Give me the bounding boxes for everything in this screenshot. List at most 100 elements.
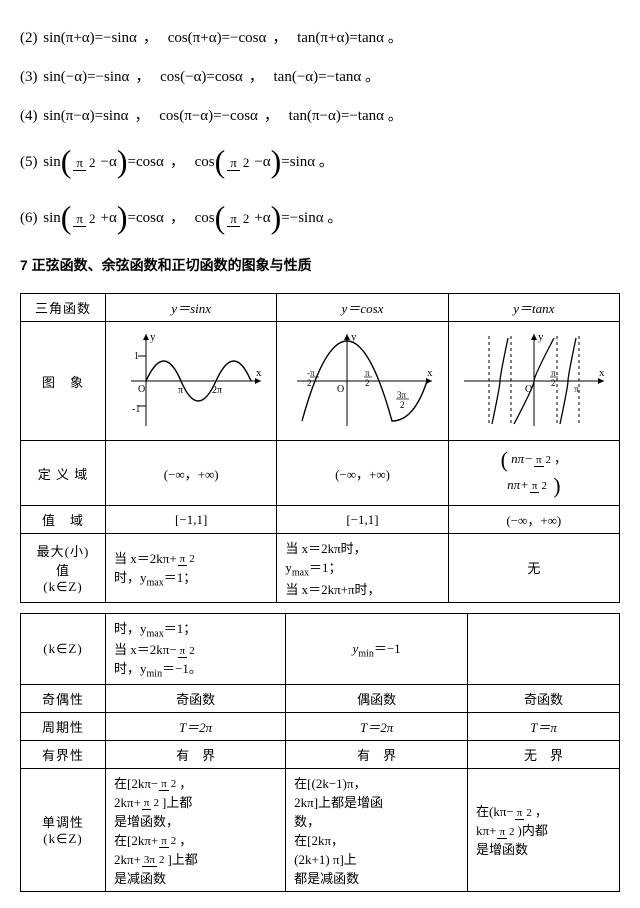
formula-3-part2: cos(−α)=cosα: [160, 69, 243, 85]
formula-4-part1: sin(π−α)=sinα: [43, 108, 128, 124]
range-sin: [−1,1]: [106, 506, 277, 534]
period-cos: T＝2π: [286, 712, 468, 740]
svg-text:x: x: [256, 367, 262, 379]
tan-graph-svg: y x O π 2 π: [459, 326, 609, 436]
maxmin1-sin: 当 x＝2kπ+π2 时，ymax＝1；: [106, 534, 277, 603]
row-domain: 定 义 域 (−∞，+∞) (−∞，+∞) ( nπ−π2， nπ+π2 ): [21, 441, 620, 506]
formula-5: (5) sin(π2−α)=cosα， cos(π2−α)=sinα 。: [20, 143, 620, 181]
formula-5-left-fn: sin: [43, 154, 61, 170]
table-header-row: 三角函数 y＝sinx y＝cosx y＝tanx: [21, 294, 620, 322]
formula-2: (2) sin(π+α)=−sinα， cos(π+α)=−cosα， tan(…: [20, 26, 620, 47]
formula-2-part3: tan(π+α)=tanα 。: [297, 30, 403, 46]
mono-tan: 在(kπ−π2， kπ+π2)内都 是增函数: [468, 768, 620, 891]
graph-cos: y x O -π 2 π 2 3π 2: [277, 322, 448, 441]
svg-text:π: π: [551, 368, 556, 378]
parity-tan: 奇函数: [468, 684, 620, 712]
row-maxmin2: (k∈Z) 时，ymax＝1； 当 x＝2kπ−π2 时，ymin＝−1。 ym…: [21, 613, 620, 684]
svg-text:y: y: [538, 331, 544, 343]
row-parity: 奇偶性 奇函数 偶函数 奇函数: [21, 684, 620, 712]
svg-text:3π: 3π: [397, 390, 407, 400]
svg-text:2: 2: [400, 400, 405, 410]
svg-text:1: 1: [134, 351, 139, 362]
row-maxmin2-label: (k∈Z): [21, 613, 106, 684]
formula-2-part2: cos(π+α)=−cosα: [168, 30, 267, 46]
mono-cos: 在[(2k−1)π， 2kπ]上都是增函 数， 在[2kπ， (2k+1) π]…: [286, 768, 468, 891]
svg-text:y: y: [150, 331, 156, 343]
period-tan: T＝π: [468, 712, 620, 740]
row-graph-label: 图 象: [21, 322, 106, 441]
row-range-label: 值 域: [21, 506, 106, 534]
maxmin2-sin: 时，ymax＝1； 当 x＝2kπ−π2 时，ymin＝−1。: [106, 613, 286, 684]
domain-tan: ( nπ−π2， nπ+π2 ): [448, 441, 619, 506]
svg-text:x: x: [427, 367, 433, 379]
row-maxmin1-label: 最大(小) 值 (k∈Z): [21, 534, 106, 603]
formula-6-prefix: (6): [20, 210, 38, 226]
row-mono: 单调性 (k∈Z) 在[2kπ−π2， 2kπ+π2]上都 是增函数， 在[2k…: [21, 768, 620, 891]
formula-6-right-fn: cos: [195, 210, 215, 226]
graph-sin: 1 -1 y x O π 2π: [106, 322, 277, 441]
hdr-c1: y＝sinx: [106, 294, 277, 322]
hdr-c2: y＝cosx: [277, 294, 448, 322]
row-domain-label: 定 义 域: [21, 441, 106, 506]
row-range: 值 域 [−1,1] [−1,1] (−∞，+∞): [21, 506, 620, 534]
formula-4-prefix: (4): [20, 108, 38, 124]
range-tan: (−∞，+∞): [448, 506, 619, 534]
formula-4-part2: cos(π−α)=−cosα: [159, 108, 258, 124]
formula-3-part3: tan(−α)=−tanα 。: [274, 69, 381, 85]
svg-text:2: 2: [365, 378, 370, 388]
svg-text:O: O: [138, 384, 145, 395]
domain-cos: (−∞，+∞): [277, 441, 448, 506]
svg-text:π: π: [178, 385, 183, 396]
period-sin: T＝2π: [106, 712, 286, 740]
svg-text:y: y: [351, 331, 357, 343]
formula-5-right-fn: cos: [195, 154, 215, 170]
maxmin1-tan: 无: [448, 534, 619, 603]
row-bounded: 有界性 有 界 有 界 无 界: [21, 740, 620, 768]
mono-sin: 在[2kπ−π2， 2kπ+π2]上都 是增函数， 在[2kπ+π2， 2kπ+…: [106, 768, 286, 891]
maxmin2-tan: [468, 613, 620, 684]
cos-graph-svg: y x O -π 2 π 2 3π 2: [287, 326, 437, 436]
trig-table-2: (k∈Z) 时，ymax＝1； 当 x＝2kπ−π2 时，ymin＝−1。 ym…: [20, 613, 620, 892]
row-mono-label: 单调性 (k∈Z): [21, 768, 106, 891]
formula-6: (6) sin(π2+α)=cosα， cos(π2+α)=−sinα 。: [20, 199, 620, 237]
parity-sin: 奇函数: [106, 684, 286, 712]
domain-sin: (−∞，+∞): [106, 441, 277, 506]
formula-2-part1: sin(π+α)=−sinα: [43, 30, 137, 46]
row-bounded-label: 有界性: [21, 740, 106, 768]
maxmin1-cos: 当 x＝2kπ时， ymax＝1； 当 x＝2kπ+π时，: [277, 534, 448, 603]
svg-text:2π: 2π: [212, 385, 222, 396]
formula-4: (4) sin(π−α)=sinα， cos(π−α)=−cosα， tan(π…: [20, 104, 620, 125]
formula-6-left-fn: sin: [43, 210, 61, 226]
svg-text:x: x: [599, 367, 605, 379]
svg-text:π: π: [365, 368, 370, 378]
trig-table: 三角函数 y＝sinx y＝cosx y＝tanx 图 象 1 -1 y: [20, 293, 620, 603]
formula-3: (3) sin(−α)=−sinα， cos(−α)=cosα， tan(−α)…: [20, 65, 620, 86]
formula-2-prefix: (2): [20, 30, 38, 46]
svg-text:O: O: [525, 384, 532, 395]
bounded-tan: 无 界: [468, 740, 620, 768]
svg-text:O: O: [337, 384, 344, 395]
row-parity-label: 奇偶性: [21, 684, 106, 712]
svg-text:-π: -π: [307, 368, 315, 378]
range-cos: [−1,1]: [277, 506, 448, 534]
svg-text:π: π: [574, 384, 579, 394]
bounded-cos: 有 界: [286, 740, 468, 768]
bounded-sin: 有 界: [106, 740, 286, 768]
graph-tan: y x O π 2 π: [448, 322, 619, 441]
row-maxmin1: 最大(小) 值 (k∈Z) 当 x＝2kπ+π2 时，ymax＝1； 当 x＝2…: [21, 534, 620, 603]
formula-5-prefix: (5): [20, 154, 38, 170]
row-period: 周期性 T＝2π T＝2π T＝π: [21, 712, 620, 740]
svg-text:2: 2: [307, 378, 312, 388]
svg-text:2: 2: [551, 378, 556, 388]
formula-4-part3: tan(π−α)=−tanα 。: [289, 108, 403, 124]
parity-cos: 偶函数: [286, 684, 468, 712]
sin-graph-svg: 1 -1 y x O π 2π: [116, 326, 266, 436]
hdr-c3: y＝tanx: [448, 294, 619, 322]
section-title: 7 正弦函数、余弦函数和正切函数的图象与性质: [20, 255, 620, 275]
maxmin2-cos: ymin＝−1: [286, 613, 468, 684]
row-period-label: 周期性: [21, 712, 106, 740]
row-graph: 图 象 1 -1 y x O π 2π: [21, 322, 620, 441]
hdr-c0: 三角函数: [21, 294, 106, 322]
formula-3-part1: sin(−α)=−sinα: [43, 69, 129, 85]
formula-3-prefix: (3): [20, 69, 38, 85]
